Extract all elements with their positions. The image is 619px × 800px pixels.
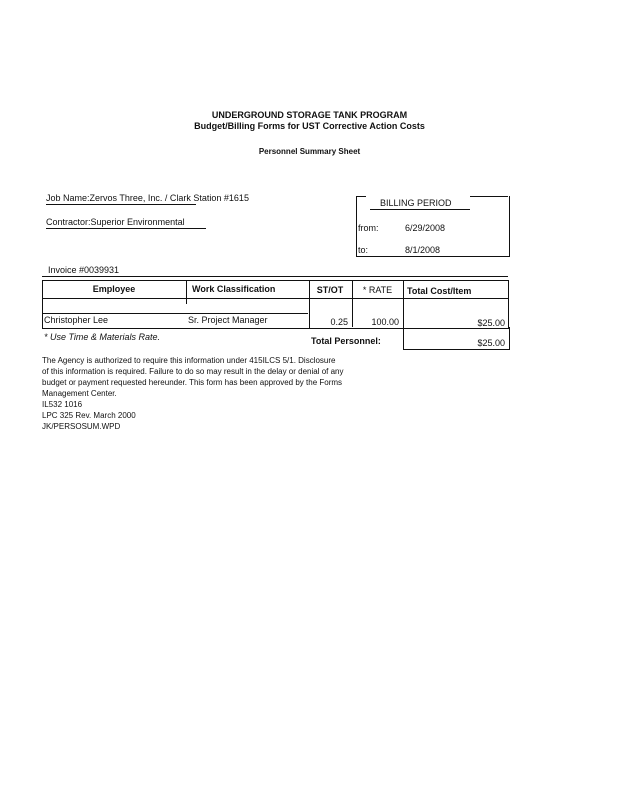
- col-classification: Work Classification: [192, 284, 276, 294]
- row-employee: Christopher Lee: [44, 315, 109, 325]
- contractor: Contractor:Superior Environmental: [46, 217, 185, 227]
- disclosure-text: The Agency is authorized to require this…: [42, 356, 344, 398]
- to-date: 8/1/2008: [405, 245, 441, 255]
- total-personnel-value: $25.00: [477, 338, 505, 348]
- col-stot: ST/OT: [316, 285, 344, 295]
- file-name: JK/PERSOSUM.WPD: [42, 422, 121, 431]
- billing-period-title: BILLING PERIOD: [380, 198, 452, 208]
- col-rate: * RATE: [362, 285, 393, 295]
- employee-table-left: [42, 280, 310, 329]
- row-stot: 0.25: [330, 317, 348, 327]
- invoice-number: Invoice #0039931: [48, 265, 120, 275]
- program-title: UNDERGROUND STORAGE TANK PROGRAM: [211, 110, 408, 120]
- form-title: Budget/Billing Forms for UST Corrective …: [194, 121, 425, 131]
- form-revision: LPC 325 Rev. March 2000: [42, 411, 136, 420]
- form-code: IL532 1016: [42, 400, 83, 409]
- from-date: 6/29/2008: [405, 223, 446, 233]
- from-label: from:: [358, 223, 379, 233]
- col-total: Total Cost/Item: [407, 286, 472, 296]
- total-personnel-label: Total Personnel:: [311, 336, 381, 346]
- row-total: $25.00: [477, 318, 505, 328]
- sheet-title: Personnel Summary Sheet: [258, 147, 361, 156]
- total-box: [403, 327, 510, 350]
- job-name: Job Name:Zervos Three, Inc. / Clark Stat…: [46, 193, 249, 203]
- col-employee: Employee: [92, 284, 136, 294]
- row-rate: 100.00: [371, 317, 399, 327]
- to-label: to:: [358, 245, 369, 255]
- row-classification: Sr. Project Manager: [188, 315, 268, 325]
- rate-note: * Use Time & Materials Rate.: [44, 332, 160, 342]
